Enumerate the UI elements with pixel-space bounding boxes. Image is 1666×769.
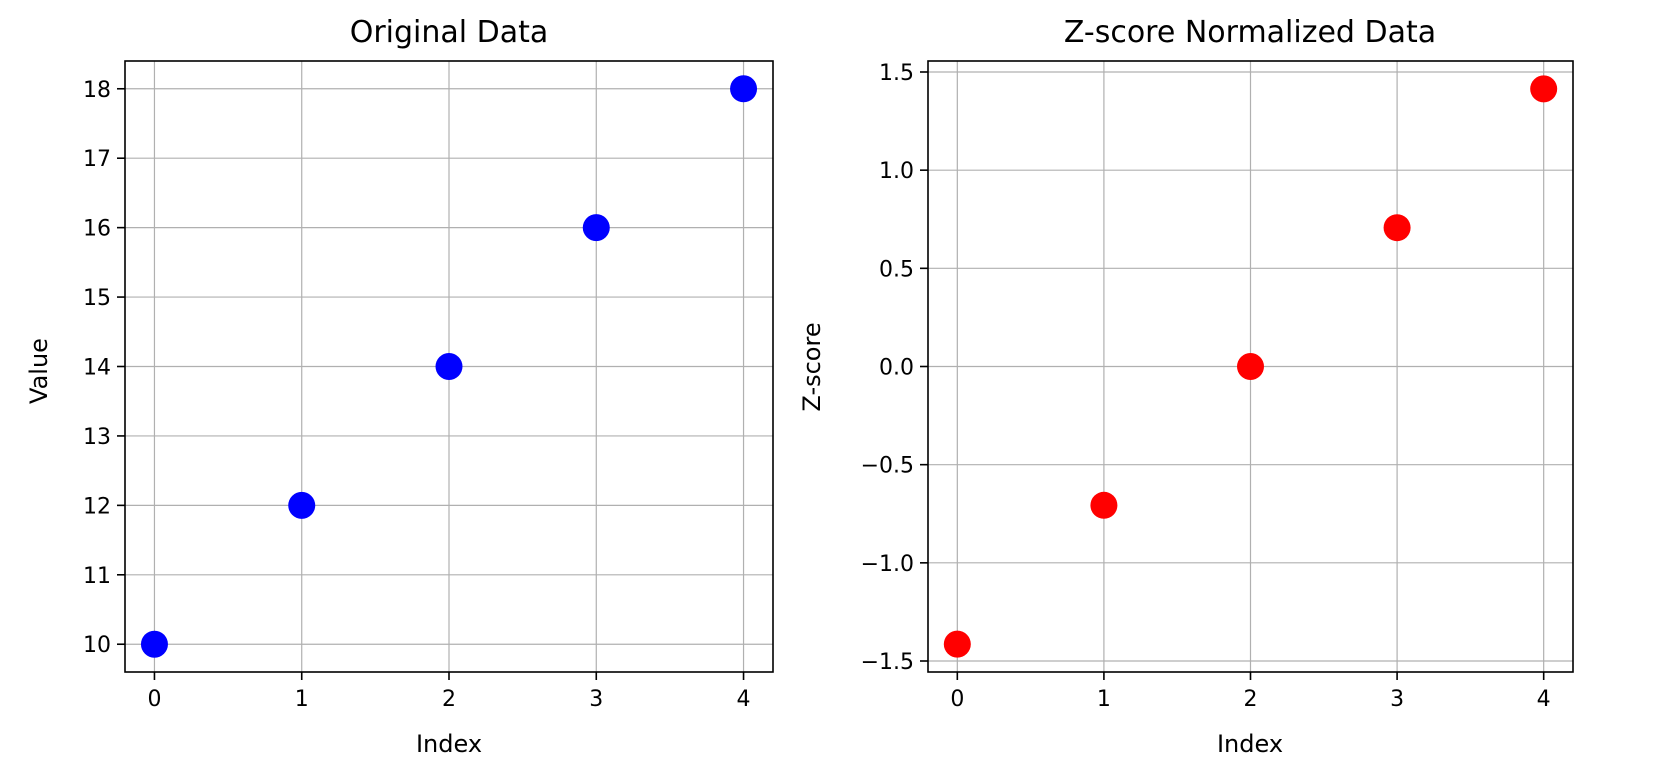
data-point bbox=[1090, 491, 1118, 519]
plot-frame bbox=[124, 60, 774, 673]
y-tick-label: 16 bbox=[83, 217, 111, 242]
data-point bbox=[582, 214, 610, 242]
data-point bbox=[730, 75, 758, 103]
grid bbox=[125, 61, 773, 672]
y-tick-label: 0.0 bbox=[879, 356, 914, 381]
data-point bbox=[140, 630, 168, 658]
x-tick-label: 1 bbox=[1097, 687, 1111, 712]
y-tick-label: 1.0 bbox=[879, 159, 914, 184]
chart-title: Z-score Normalized Data bbox=[1064, 15, 1436, 50]
data-point bbox=[1530, 75, 1558, 103]
data-point bbox=[1237, 353, 1264, 380]
x-axis-label: Index bbox=[1217, 730, 1283, 758]
y-tick-label: 18 bbox=[83, 78, 111, 103]
x-tick-label: 0 bbox=[950, 687, 964, 712]
y-tick-label: 11 bbox=[83, 564, 111, 589]
y-axis-label: Z-score bbox=[798, 322, 826, 411]
x-tick-label: 1 bbox=[295, 687, 309, 712]
plot-frame bbox=[927, 60, 1574, 673]
x-tick-label: 4 bbox=[1537, 687, 1551, 712]
y-tick-label: 15 bbox=[83, 286, 111, 311]
data-point bbox=[435, 353, 463, 380]
y-tick-label: 0.5 bbox=[879, 257, 914, 282]
x-tick-label: 3 bbox=[1390, 687, 1404, 712]
y-tick-label: −1.0 bbox=[861, 552, 914, 577]
y-tick-label: 10 bbox=[83, 633, 111, 658]
y-tick-label: 12 bbox=[83, 494, 111, 519]
x-tick-label: 0 bbox=[147, 687, 161, 712]
data-points bbox=[140, 75, 758, 658]
x-tick-label: 4 bbox=[737, 687, 751, 712]
original-data-chart: Original Data Index Value 0 1 2 3 4101112131… bbox=[25, 15, 774, 758]
data-point bbox=[1383, 214, 1411, 242]
data-points bbox=[943, 75, 1558, 658]
y-tick-label: 14 bbox=[83, 356, 111, 381]
y-tick-label: 17 bbox=[83, 147, 111, 172]
y-tick-label: −0.5 bbox=[861, 454, 914, 479]
x-tick-label: 2 bbox=[442, 687, 456, 712]
data-point bbox=[943, 630, 971, 658]
x-tick-label: 2 bbox=[1244, 687, 1258, 712]
y-tick-label: 13 bbox=[83, 425, 111, 450]
zscore-data-chart: Z-score Normalized Data Index Z-score 0 1… bbox=[798, 15, 1574, 758]
x-tick-label: 3 bbox=[589, 687, 603, 712]
y-axis-label: Value bbox=[25, 338, 53, 404]
data-point bbox=[288, 491, 316, 519]
y-tick-label: −1.5 bbox=[861, 650, 914, 675]
x-axis-label: Index bbox=[416, 730, 482, 758]
y-tick-label: 1.5 bbox=[879, 61, 914, 86]
ticks: 0 1 2 3 4 −1.5 −1.0 −0.5 0.0 0.5 1.0 1.5 bbox=[861, 61, 1551, 712]
chart-title: Original Data bbox=[350, 15, 549, 50]
